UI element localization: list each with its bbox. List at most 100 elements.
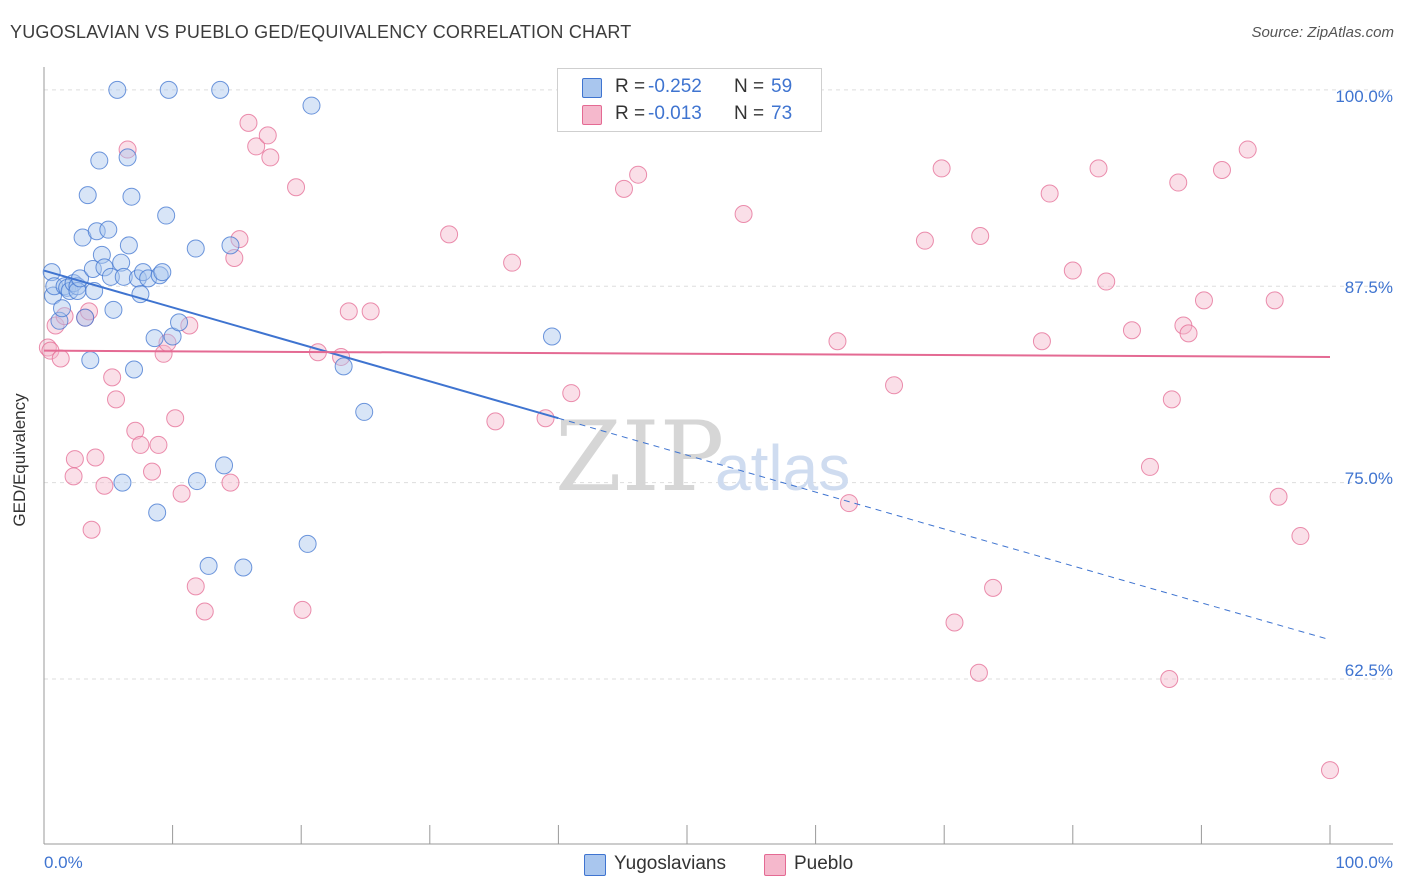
data-point	[157, 206, 176, 225]
data-point	[945, 613, 964, 632]
legend-swatch-pink	[764, 854, 786, 876]
data-point	[361, 302, 380, 321]
data-point	[298, 534, 317, 553]
data-point	[293, 600, 312, 619]
data-point	[76, 308, 95, 327]
data-point	[125, 360, 144, 379]
data-point	[159, 80, 178, 99]
data-point	[1122, 321, 1141, 340]
data-point	[969, 663, 988, 682]
grid-lines	[44, 89, 1393, 680]
data-point	[108, 80, 127, 99]
data-point	[355, 402, 374, 421]
data-point	[82, 520, 101, 539]
data-point	[126, 421, 145, 440]
data-point	[503, 253, 522, 272]
data-point	[1063, 261, 1082, 280]
data-point	[143, 462, 162, 481]
data-point	[302, 96, 321, 115]
data-point	[542, 327, 561, 346]
data-point	[53, 299, 72, 318]
y-tick-label: 100.0%	[1335, 87, 1393, 106]
legend-label: Yugoslavians	[614, 853, 726, 874]
data-point	[99, 220, 118, 239]
data-point	[119, 236, 138, 255]
data-point	[83, 259, 102, 278]
data-point	[234, 558, 253, 577]
watermark-zip: ZIP	[555, 401, 724, 513]
legend-n-value: 73	[771, 103, 793, 124]
data-point	[915, 231, 934, 250]
data-point	[230, 230, 249, 249]
data-point	[195, 602, 214, 621]
data-point	[103, 368, 122, 387]
data-point	[1040, 184, 1059, 203]
data-point	[95, 476, 114, 495]
data-point	[150, 266, 169, 285]
data-point	[188, 472, 207, 491]
trend-lines	[43, 269, 1331, 641]
x-tick-label-min: 0.0%	[44, 853, 83, 872]
data-point	[1265, 291, 1284, 310]
data-point	[145, 329, 164, 348]
data-point	[562, 384, 581, 403]
data-point	[1194, 291, 1213, 310]
legend-r-value: -0.013	[648, 103, 702, 124]
data-point	[186, 577, 205, 596]
data-point	[339, 302, 358, 321]
legend-n-label: N =	[734, 103, 765, 124]
legend-n-value: 59	[771, 76, 793, 97]
legend-r-label: R =	[615, 103, 646, 124]
data-point	[885, 376, 904, 395]
data-point	[154, 344, 173, 363]
data-point	[1140, 457, 1159, 476]
data-point	[1291, 527, 1310, 546]
data-point	[112, 253, 131, 272]
data-point	[1269, 487, 1288, 506]
legend-r-value: -0.252	[648, 76, 702, 97]
data-point	[172, 484, 191, 503]
data-point	[118, 148, 137, 167]
data-point	[114, 267, 133, 286]
data-point	[932, 159, 951, 178]
data-point	[65, 450, 84, 469]
trend-line-solid	[43, 349, 1331, 358]
data-point	[186, 239, 205, 258]
legend-swatch-blue	[584, 854, 606, 876]
data-point	[148, 503, 167, 522]
legend-swatch-pink	[582, 105, 602, 125]
x-tick-label-max: 100.0%	[1335, 853, 1393, 872]
legend-r-label: R =	[615, 76, 646, 97]
data-point	[614, 179, 633, 198]
data-point	[149, 435, 168, 454]
data-point	[166, 409, 185, 428]
data-point	[51, 349, 70, 368]
data-point	[1089, 159, 1108, 178]
data-point	[840, 494, 859, 513]
series-pueblo-points	[38, 113, 1339, 780]
data-point	[486, 412, 505, 431]
data-point	[113, 473, 132, 492]
data-point	[101, 267, 120, 286]
axes	[43, 67, 1393, 845]
data-point	[131, 285, 150, 304]
data-point	[86, 448, 105, 467]
y-tick-label: 87.5%	[1344, 278, 1393, 297]
trend-line-dashed	[558, 417, 1331, 641]
data-point	[1179, 324, 1198, 343]
data-point	[258, 126, 277, 145]
data-point	[153, 263, 172, 282]
y-tick-label: 75.0%	[1344, 469, 1393, 488]
legend-n-label: N =	[734, 76, 765, 97]
data-point	[87, 222, 106, 241]
data-point	[221, 473, 240, 492]
data-point	[1097, 272, 1116, 291]
data-point	[239, 113, 258, 132]
data-point	[1162, 390, 1181, 409]
data-point	[1160, 670, 1179, 689]
data-point	[78, 186, 97, 205]
data-point	[38, 338, 57, 357]
data-point	[1238, 140, 1257, 159]
